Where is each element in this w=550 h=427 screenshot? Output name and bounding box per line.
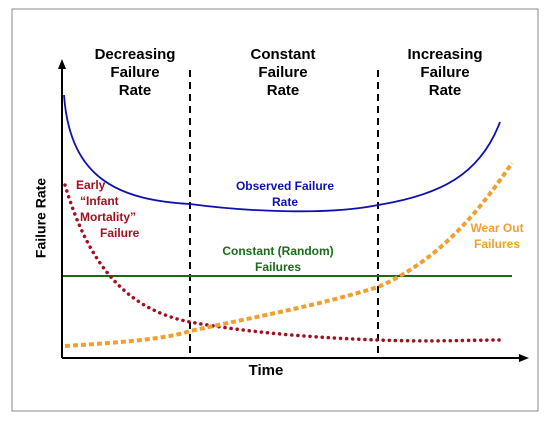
curve-label: Early bbox=[76, 178, 106, 192]
curve-label: Mortality” bbox=[80, 210, 136, 224]
curve-label: Failures bbox=[474, 237, 520, 251]
wear-out-curve bbox=[64, 161, 514, 348]
y-axis-label: Failure Rate bbox=[33, 178, 49, 258]
region-label: Failure bbox=[420, 64, 469, 81]
region-label: Rate bbox=[267, 82, 300, 99]
region-label: Failure bbox=[110, 64, 159, 81]
curve-label: Observed Failure bbox=[236, 179, 334, 193]
curve-label: Failure bbox=[100, 226, 140, 240]
curve-label: Constant (Random) bbox=[222, 244, 333, 258]
region-label: Decreasing bbox=[95, 46, 176, 63]
region-label: Failure bbox=[258, 64, 307, 81]
curve-label: Failures bbox=[255, 260, 301, 274]
early-curve bbox=[63, 183, 502, 343]
curve-label: Rate bbox=[272, 195, 298, 209]
region-label: Constant bbox=[251, 46, 316, 63]
curve-label: Wear Out bbox=[470, 221, 523, 235]
region-label: Rate bbox=[119, 82, 152, 99]
curve-label: “Infant bbox=[80, 194, 119, 208]
region-label: Increasing bbox=[407, 46, 482, 63]
observed-curve bbox=[63, 94, 501, 213]
frame bbox=[11, 8, 539, 412]
region-label: Rate bbox=[429, 82, 462, 99]
x-axis-label: Time bbox=[249, 362, 284, 379]
